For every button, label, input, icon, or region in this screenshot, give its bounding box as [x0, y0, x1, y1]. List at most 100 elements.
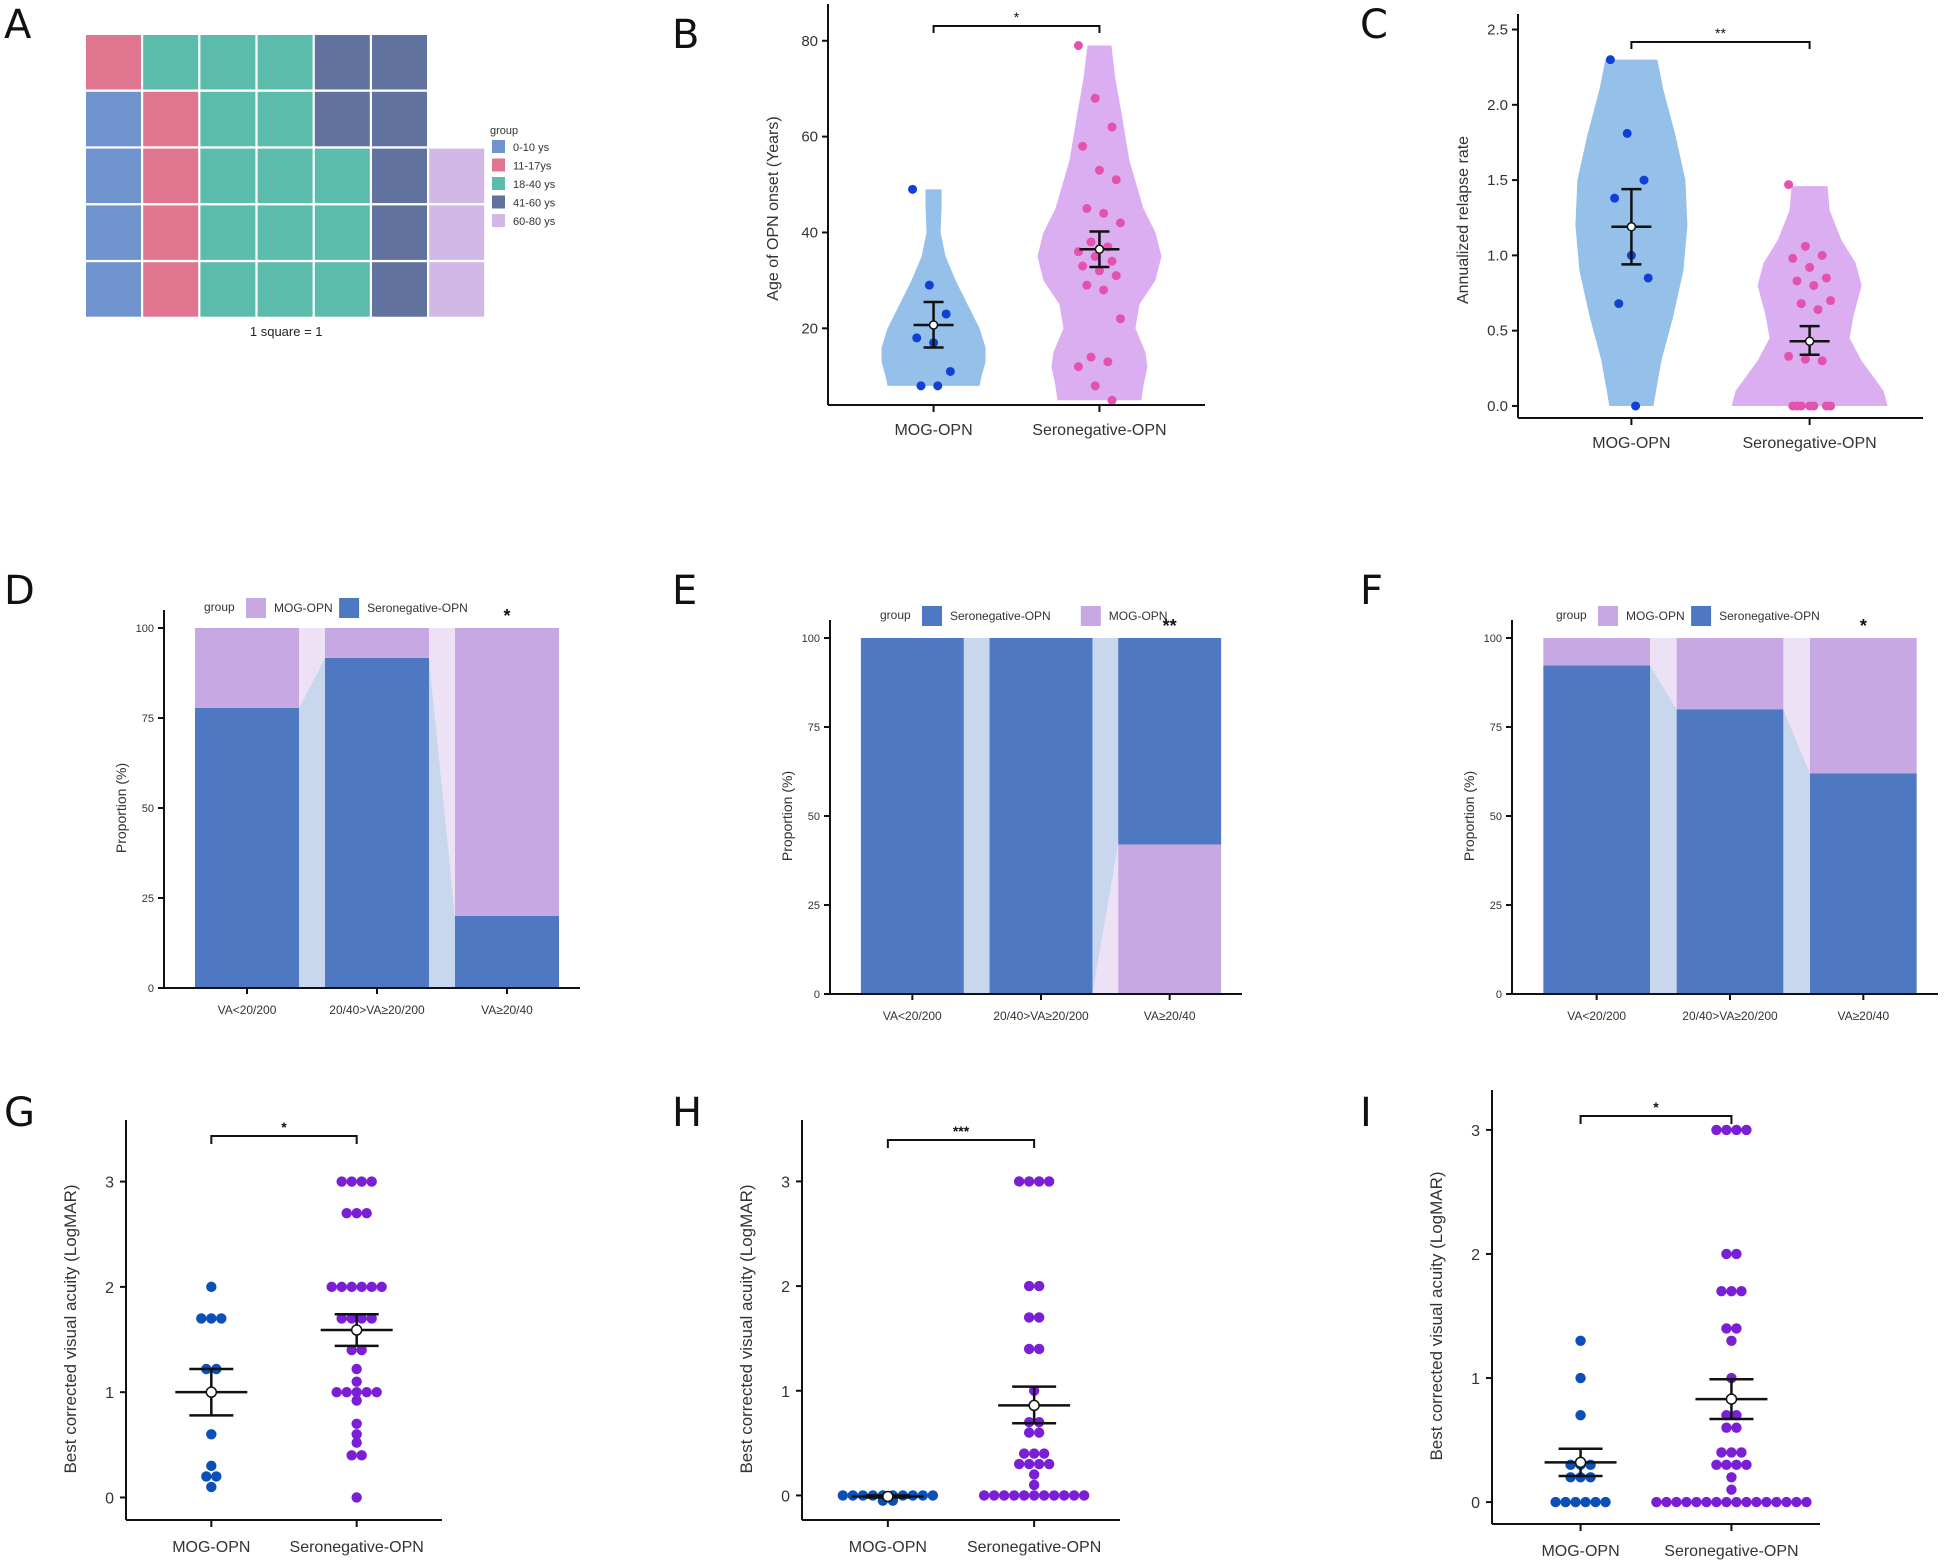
data-point [1726, 1335, 1737, 1347]
data-point [1090, 251, 1100, 261]
waffle-cell [143, 205, 199, 260]
panel-label: E [672, 568, 698, 614]
waffle-cell [200, 148, 256, 204]
bar-segment [1543, 665, 1650, 994]
waffle-cell [314, 91, 370, 147]
waffle-cell [257, 148, 313, 204]
data-point [1086, 237, 1096, 247]
data-point [1741, 1459, 1752, 1471]
significance-label: * [1014, 9, 1020, 25]
y-tick-label: 25 [808, 900, 820, 912]
legend-label: MOG-OPN [274, 601, 333, 615]
data-point [206, 1281, 217, 1293]
data-point [1711, 1124, 1722, 1136]
stacked-bar-chart-F: 0 25 50 75 100 VA<20/200 20/40>VA≥20/200 VA≥20/… [1461, 606, 1938, 1023]
legend-title: group [490, 125, 518, 137]
data-point [366, 1313, 377, 1324]
data-point [1028, 1490, 1040, 1501]
y-tick-label: 0 [781, 1488, 790, 1505]
data-point [1731, 1422, 1742, 1433]
waffle-cell [200, 35, 256, 90]
data-point [1090, 93, 1100, 103]
significance-bracket [932, 25, 1101, 33]
panel-label: H [672, 1090, 703, 1136]
data-point [1726, 1472, 1737, 1483]
data-point [326, 1281, 337, 1293]
data-point [346, 1281, 357, 1293]
alluvial-flow [429, 657, 455, 988]
x-tick-label: 20/40>VA≥20/200 [993, 1009, 1089, 1023]
data-point [1681, 1496, 1692, 1508]
data-point [361, 1207, 372, 1219]
data-point [1107, 256, 1117, 266]
waffle-cell [86, 91, 141, 147]
data-point [1103, 357, 1113, 367]
data-point [1801, 1496, 1812, 1508]
waffle-cell [257, 262, 313, 317]
data-point [1726, 1285, 1737, 1297]
data-point [1600, 1496, 1611, 1508]
legend-label: 18-40 ys [513, 179, 556, 191]
bar-segment [1543, 638, 1650, 666]
y-tick-label: 100 [136, 623, 154, 635]
legend-swatch [492, 140, 505, 153]
bar-segment [1810, 773, 1917, 994]
data-point [1018, 1448, 1030, 1459]
waffle-cell [372, 148, 427, 204]
data-point [376, 1281, 387, 1293]
legend-swatch [339, 598, 360, 618]
waffle-cell [86, 205, 141, 260]
violin-1 [1731, 186, 1888, 406]
data-point [1008, 1490, 1020, 1501]
legend-swatch [492, 214, 505, 227]
stacked-bar-chart-D: 0 25 50 75 100 VA<20/200 20/40>VA≥20/200 VA≥20/… [113, 598, 580, 1017]
y-tick-label: 0 [105, 1490, 114, 1507]
dot-plot-H: 0 1 2 3 MOG-OPN Seronegative-OPN Best correcte… [737, 1120, 1120, 1556]
legend-label: MOG-OPN [1109, 609, 1168, 623]
data-point [1610, 193, 1620, 203]
alluvial-flow [1650, 665, 1677, 994]
data-point [1701, 1496, 1712, 1508]
data-point [1643, 273, 1653, 283]
waffle-cell [372, 35, 427, 90]
data-point [351, 1376, 362, 1387]
data-point [1741, 1496, 1752, 1508]
mean-marker [1028, 1399, 1040, 1412]
data-point [1721, 1323, 1732, 1334]
y-tick-label: 50 [1490, 811, 1502, 823]
data-point [1043, 1176, 1055, 1187]
data-point [336, 1281, 347, 1293]
data-point [1099, 285, 1109, 295]
waffle-cell [429, 148, 485, 204]
data-point [1721, 1496, 1732, 1508]
legend-title: group [880, 608, 911, 622]
data-point [978, 1490, 990, 1501]
x-tick-label: VA<20/200 [883, 1009, 942, 1023]
data-point [945, 366, 955, 376]
data-point [1661, 1496, 1672, 1508]
data-point [351, 1418, 362, 1429]
data-point [1575, 1410, 1586, 1421]
data-point [941, 309, 951, 319]
data-point [1741, 1124, 1752, 1136]
data-point [1082, 280, 1092, 290]
alluvial-flow [429, 628, 455, 916]
x-tick-label: VA≥20/40 [481, 1003, 533, 1017]
data-point [1821, 273, 1831, 283]
legend-swatch [1080, 606, 1101, 626]
data-point [346, 1313, 357, 1324]
data-point [1711, 1496, 1722, 1508]
x-tick-label: Seronegative-OPN [1032, 422, 1166, 439]
x-tick-label: MOG-OPN [894, 422, 972, 439]
data-point [1033, 1458, 1045, 1470]
data-point [1073, 362, 1083, 372]
data-point [216, 1313, 227, 1324]
data-point [1784, 180, 1794, 190]
waffle-cell [200, 262, 256, 317]
y-tick-label: 0 [814, 989, 820, 1001]
data-point [1721, 1459, 1732, 1471]
data-point [1094, 266, 1104, 276]
y-tick-label: 100 [1484, 633, 1502, 645]
x-tick-label: VA≥20/40 [1837, 1009, 1889, 1023]
legend-swatch [1598, 606, 1618, 626]
